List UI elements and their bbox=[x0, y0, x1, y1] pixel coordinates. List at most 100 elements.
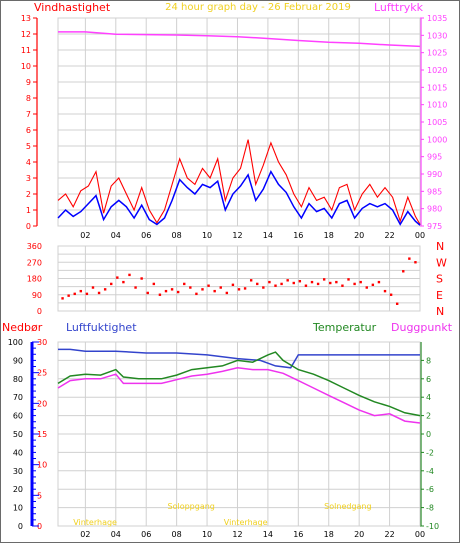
wind-direction-point bbox=[286, 279, 289, 282]
wind-direction-point bbox=[79, 289, 83, 293]
wind-direction-point bbox=[365, 286, 368, 289]
humidity-temperature-panel: 0102030405060708090100051015202530-10-8-… bbox=[8, 338, 439, 539]
wind-direction-point bbox=[316, 282, 320, 286]
compass-label: N bbox=[436, 240, 444, 253]
wind-direction-point bbox=[359, 280, 362, 284]
wind-average-line bbox=[57, 169, 421, 226]
direction-y-tick-label: 90 bbox=[32, 291, 42, 300]
wind-direction-point bbox=[73, 292, 76, 296]
wind-direction-point bbox=[249, 279, 253, 282]
compass-label: W bbox=[436, 256, 447, 269]
compass-label: N bbox=[436, 305, 444, 318]
wind-direction-point bbox=[225, 291, 229, 295]
temperature-y-tick-label: 8 bbox=[426, 356, 431, 365]
wind-y-tick-label: 9 bbox=[26, 78, 31, 87]
wind-direction-point bbox=[322, 278, 326, 281]
wind-direction-point bbox=[292, 281, 295, 285]
wind-x-tick-label: 18 bbox=[324, 231, 334, 240]
temperature-y-tick-label: -8 bbox=[426, 504, 434, 513]
lower-x-tick-label: 00 bbox=[415, 530, 425, 539]
humidity-y-tick-label: 50 bbox=[13, 430, 23, 439]
wind-x-tick-label: 10 bbox=[202, 231, 212, 240]
wind-direction-point bbox=[207, 284, 210, 287]
wind-direction-point bbox=[408, 257, 411, 260]
wind-x-tick-label: 16 bbox=[293, 231, 303, 240]
wind-y-tick-label: 12 bbox=[21, 30, 31, 39]
pressure-y-tick-label: 1005 bbox=[427, 118, 447, 127]
wind-x-tick-label: 04 bbox=[111, 231, 121, 240]
pressure-y-tick-label: 975 bbox=[427, 222, 442, 231]
wind-y-tick-label: 3 bbox=[26, 174, 31, 183]
wind-direction-point bbox=[341, 284, 344, 287]
rain-y-tick-label: 30 bbox=[37, 338, 47, 347]
humidity-y-tick-label: 40 bbox=[13, 448, 23, 457]
wind-direction-point bbox=[256, 282, 259, 286]
wind-direction-point bbox=[189, 286, 192, 289]
rain-y-tick-label: 15 bbox=[37, 430, 47, 439]
sun-event-label: Soloppgang bbox=[168, 502, 215, 511]
wind-direction-point bbox=[353, 282, 356, 286]
humidity-y-tick-label: 100 bbox=[8, 338, 23, 347]
wind-direction-point bbox=[262, 286, 265, 289]
wind-x-tick-label: 22 bbox=[384, 231, 394, 240]
wind-direction-point bbox=[103, 288, 107, 291]
pressure-y-tick-label: 1010 bbox=[427, 101, 447, 110]
wind-direction-point bbox=[414, 261, 417, 264]
pressure-y-tick-label: 980 bbox=[427, 205, 442, 214]
temperature-y-tick-label: 0 bbox=[426, 430, 431, 439]
wind-direction-point bbox=[231, 283, 235, 287]
wind-x-tick-label: 08 bbox=[172, 231, 182, 240]
wind-y-tick-label: 6 bbox=[26, 126, 31, 135]
wind-direction-point bbox=[280, 282, 283, 286]
wind-y-tick-label: 10 bbox=[21, 62, 31, 71]
pressure-y-tick-label: 1030 bbox=[427, 31, 447, 40]
wind-direction-point bbox=[298, 280, 302, 283]
wind-gust-line bbox=[57, 139, 421, 225]
rain-title: Nedbør bbox=[2, 321, 43, 334]
wind-direction-point bbox=[347, 278, 350, 281]
wind-y-tick-label: 13 bbox=[21, 14, 31, 23]
wind-y-tick-label: 2 bbox=[26, 190, 31, 199]
wind-x-tick-label: 06 bbox=[141, 231, 151, 240]
wind-direction-point bbox=[213, 289, 216, 293]
wind-direction-point bbox=[152, 282, 156, 286]
lower-x-tick-label: 22 bbox=[384, 530, 394, 539]
pressure-y-tick-label: 985 bbox=[427, 187, 442, 196]
wind-direction-point bbox=[176, 290, 180, 294]
direction-y-tick-label: 270 bbox=[27, 258, 42, 267]
temperature-y-tick-label: -6 bbox=[426, 485, 434, 494]
wind-direction-point bbox=[195, 292, 198, 296]
lower-x-tick-label: 18 bbox=[324, 530, 334, 539]
wind-y-tick-label: 7 bbox=[26, 110, 31, 119]
humidity-y-tick-label: 80 bbox=[13, 375, 23, 384]
direction-y-tick-label: 0 bbox=[37, 307, 42, 316]
wind-direction-point bbox=[389, 293, 393, 296]
rain-y-tick-label: 5 bbox=[37, 491, 42, 500]
pressure-y-tick-label: 990 bbox=[427, 170, 442, 179]
wind-direction-point bbox=[67, 294, 70, 297]
wind-plot-area bbox=[57, 17, 421, 227]
wind-y-tick-label: 4 bbox=[26, 158, 31, 167]
graph-title: 24 hour graph day - 26 Februar 2019 bbox=[165, 2, 351, 13]
wind-direction-point bbox=[402, 270, 405, 273]
wind-x-tick-label: 20 bbox=[354, 231, 364, 240]
wind-y-tick-label: 0 bbox=[26, 222, 31, 231]
pressure-y-tick-label: 1025 bbox=[427, 49, 447, 58]
wind-direction-point bbox=[158, 293, 162, 296]
wind-direction-point bbox=[183, 282, 186, 286]
lower-x-tick-label: 02 bbox=[80, 530, 90, 539]
rain-y-tick-label: 20 bbox=[37, 399, 47, 408]
lower-x-tick-label: 12 bbox=[232, 530, 242, 539]
wind-direction-point bbox=[91, 286, 95, 289]
humidity-line bbox=[58, 348, 420, 369]
pressure-y-tick-label: 1035 bbox=[427, 14, 447, 23]
dewpoint-title: Duggpunkt bbox=[391, 321, 453, 334]
humidity-y-tick-label: 30 bbox=[13, 467, 23, 476]
wind-x-tick-label: 14 bbox=[263, 231, 273, 240]
lower-x-tick-label: 04 bbox=[111, 530, 121, 539]
wind-direction-point bbox=[97, 291, 101, 295]
wind-y-tick-label: 1 bbox=[26, 206, 31, 215]
temperature-y-tick-label: -10 bbox=[426, 522, 439, 531]
wind-speed-title: Vindhastighet bbox=[34, 1, 111, 14]
